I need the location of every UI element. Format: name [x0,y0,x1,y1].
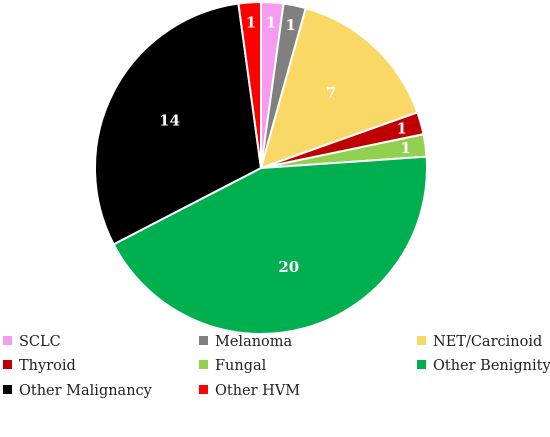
legend-label-thyroid: Thyroid [19,358,76,374]
legend-swatch-net-carcinoid [417,336,426,345]
legend: SCLC Melanoma NET/Carcinoid Thyroid Fungal Ot… [3,334,550,399]
legend-label-other-benignity: Other Benignity [433,358,550,374]
value-label-melanoma: 1 [286,16,296,34]
slice-other-benignity [112,155,428,335]
legend-label-sclc: SCLC [19,334,61,350]
legend-label-fungal: Fungal [215,358,267,374]
value-label-other-hvm: 1 [246,13,256,31]
legend-label-other-malignancy: Other Malignancy [19,383,153,399]
slice-net-carcinoid [259,6,419,170]
legend-swatch-other-hvm [199,385,208,394]
value-label-other-malignancy: 14 [159,112,180,130]
slice-other-hvm [237,0,262,169]
legend-swatch-other-benignity [417,360,426,369]
legend-swatch-melanoma [199,336,208,345]
value-label-thyroid: 1 [396,120,406,138]
value-label-other-benignity: 20 [278,258,299,276]
legend-swatch-fungal [199,360,208,369]
legend-swatch-sclc [3,336,12,345]
legend-swatch-other-malignancy [3,385,12,394]
slice-other-malignancy [94,2,263,246]
value-label-sclc: 1 [266,13,276,31]
legend-label-melanoma: Melanoma [215,334,293,350]
value-label-net-carcinoid: 7 [326,84,336,102]
legend-swatch-thyroid [3,360,12,369]
pie-slices [94,0,428,335]
legend-label-net-carcinoid: NET/Carcinoid [433,334,542,350]
legend-label-other-hvm: Other HVM [215,383,300,399]
value-label-fungal: 1 [401,139,411,157]
